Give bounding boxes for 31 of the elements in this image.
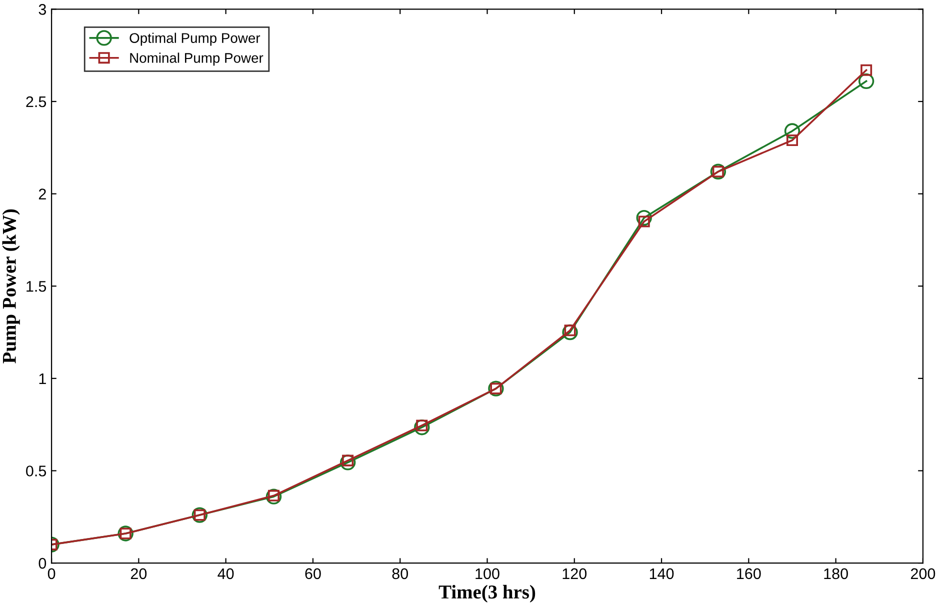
- point: [414, 419, 430, 436]
- y-tick-label: 3: [38, 4, 46, 15]
- y-axis-title: Pump Power (kW): [2, 209, 20, 364]
- point: [562, 324, 578, 340]
- point: [636, 210, 652, 226]
- x-tick-label: 140: [650, 568, 674, 580]
- point: [860, 64, 872, 76]
- y-tick-label: 2: [38, 188, 46, 200]
- y-tick-label: 0: [38, 558, 46, 569]
- point: [784, 123, 800, 139]
- y-tick-label: 2.5: [26, 96, 46, 108]
- legend-label: Nominal Pump Power: [130, 52, 264, 66]
- x-tick-label: 20: [130, 568, 147, 580]
- y-tick-label: 1: [39, 373, 46, 384]
- y-tick-label: 0.5: [26, 466, 46, 476]
- x-tick-label: 180: [824, 568, 848, 580]
- x-tick-label: 160: [737, 568, 761, 580]
- x-tick-label: 0: [48, 568, 56, 580]
- x-tick-label: 100: [476, 568, 500, 580]
- x-axis-title: Time(3 hrs): [438, 584, 536, 603]
- x-tick-label: 200: [910, 568, 936, 580]
- y-tick-label: 1.5: [26, 281, 46, 292]
- x-tick-label: 40: [218, 568, 234, 580]
- x-tick-label: 80: [392, 568, 408, 580]
- x-tick-label: 120: [562, 568, 587, 580]
- x-tick-label: 60: [305, 568, 321, 580]
- legend-label: Optimal Pump Power: [130, 32, 260, 46]
- point: [340, 454, 356, 470]
- point: [786, 134, 798, 146]
- point: [858, 73, 874, 90]
- point: [266, 488, 282, 504]
